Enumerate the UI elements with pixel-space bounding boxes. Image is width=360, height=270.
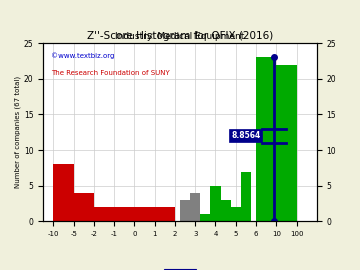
Bar [276, 65, 297, 221]
Text: The Research Foundation of SUNY: The Research Foundation of SUNY [51, 70, 170, 76]
Text: 8.8564: 8.8564 [231, 131, 261, 140]
Bar [221, 200, 231, 221]
Y-axis label: Number of companies (67 total): Number of companies (67 total) [14, 76, 21, 188]
Bar [180, 200, 190, 221]
Bar [190, 193, 200, 221]
Bar [134, 207, 155, 221]
Text: Industry: Medical Equipment: Industry: Medical Equipment [115, 32, 245, 41]
Bar [256, 58, 276, 221]
Bar [200, 214, 210, 221]
Bar [241, 171, 251, 221]
Bar [53, 164, 73, 221]
Bar [210, 186, 221, 221]
Bar [114, 207, 134, 221]
Bar [94, 207, 114, 221]
Text: ©www.textbiz.org: ©www.textbiz.org [51, 52, 115, 59]
Title: Z''-Score Histogram for OFIX (2016): Z''-Score Histogram for OFIX (2016) [87, 31, 273, 41]
Bar [231, 207, 241, 221]
Bar [73, 193, 94, 221]
Bar [155, 207, 175, 221]
